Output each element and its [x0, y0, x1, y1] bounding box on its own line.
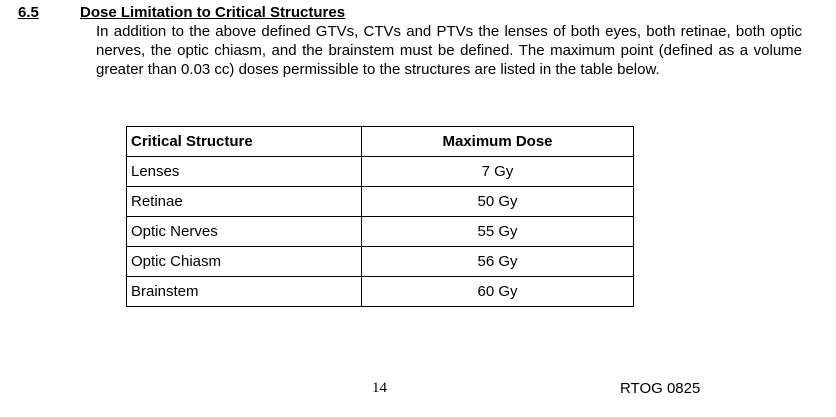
- table-row: Optic Nerves 55 Gy: [126, 216, 634, 247]
- dose-cell: 55 Gy: [361, 216, 634, 247]
- dose-table: Critical Structure Maximum Dose Lenses 7 …: [126, 126, 634, 307]
- header-cell: Maximum Dose: [361, 126, 634, 157]
- protocol-label: RTOG 0825: [620, 380, 701, 397]
- structure-cell: Optic Nerves: [126, 216, 362, 247]
- dose-cell: 60 Gy: [361, 276, 634, 307]
- dose-cell: 7 Gy: [361, 156, 634, 187]
- header-cell: Critical Structure: [126, 126, 362, 157]
- structure-cell: Lenses: [126, 156, 362, 187]
- header-row: Critical Structure Maximum Dose: [126, 126, 634, 157]
- page-number: 14: [372, 380, 387, 396]
- table-row: Brainstem 60 Gy: [126, 276, 634, 307]
- structure-cell: Brainstem: [126, 276, 362, 307]
- paragraph: In addition to the above defined GTVs, C…: [96, 23, 802, 78]
- structure-cell: Optic Chiasm: [126, 246, 362, 277]
- structure-cell: Retinae: [126, 186, 362, 217]
- dose-cell: 56 Gy: [361, 246, 634, 277]
- section-title: Dose Limitation to Critical Structures: [80, 4, 346, 21]
- table-row: Retinae 50 Gy: [126, 186, 634, 217]
- table-row: Optic Chiasm 56 Gy: [126, 246, 634, 277]
- table-body: Lenses 7 Gy Retinae 50 Gy Optic Nerves 55 Gy O…: [126, 156, 634, 307]
- table-row: Lenses 7 Gy: [126, 156, 634, 187]
- section-number: 6.5: [18, 4, 39, 21]
- dose-cell: 50 Gy: [361, 186, 634, 217]
